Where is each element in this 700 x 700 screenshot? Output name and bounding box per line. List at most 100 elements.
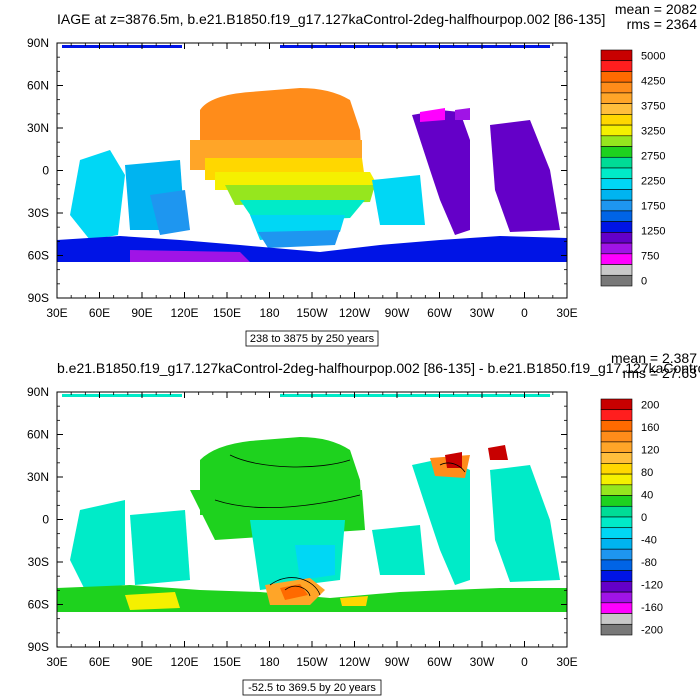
colorbar-label: 0 [641,512,647,524]
colorbar-label: 3250 [641,125,665,137]
panel-1-rms: rms = 2364 [627,16,698,32]
y-tick-label: 90S [28,291,49,305]
panel-1-mean: mean = 2082 [615,1,697,17]
x-tick-label: 30E [556,306,577,320]
panel-2-rms: rms = 27.63 [623,365,698,381]
y-tick-label: 60N [27,428,49,442]
y-tick-label: 60S [28,249,49,263]
colorbar-swatch [600,92,633,104]
colorbar-swatch [600,495,633,507]
y-tick-label: 0 [42,164,49,178]
panel-1-range-box [245,330,379,347]
x-tick-label: 0 [521,306,528,320]
colorbar-swatch [600,505,633,518]
x-tick-label: 120W [339,306,371,320]
colorbar-swatch [600,178,633,190]
colorbar-swatch [600,602,633,614]
colorbar-swatch [600,538,633,550]
colorbar-swatch [600,49,633,62]
x-tick-label: 60W [427,306,452,320]
x-tick-label: 180 [259,306,279,320]
panel-1-range-label: 238 to 3875 by 250 years [250,333,375,345]
panel-1-map [57,43,567,298]
x-tick-label: 90E [131,655,152,669]
x-tick-label: 30W [470,655,495,669]
colorbar-swatch [600,264,633,276]
colorbar-swatch [600,71,633,83]
colorbar-swatch [600,210,633,222]
colorbar-swatch [600,463,633,475]
colorbar-label: -80 [641,557,657,569]
x-tick-label: 60E [89,306,110,320]
colorbar-swatch [600,398,633,411]
colorbar-swatch [600,253,633,265]
x-tick-label: 90W [385,306,410,320]
x-tick-label: 150W [296,306,328,320]
colorbar-label: 40 [641,489,653,501]
x-tick-label: 150W [296,655,328,669]
colorbar-label: -160 [641,602,663,614]
x-tick-label: 30E [46,306,67,320]
colorbar-swatch [600,570,633,582]
colorbar-label: -200 [641,625,663,637]
colorbar-label: 3750 [641,100,665,112]
colorbar-label: 160 [641,422,659,434]
colorbar-label: -120 [641,580,663,592]
colorbar-swatch [600,452,633,464]
panel-2: b.e21.B1850.f19_g17.127kaControl-2deg-ha… [27,350,700,696]
x-tick-label: 150E [213,655,241,669]
colorbar-swatch [600,146,633,158]
y-tick-label: 30N [27,121,49,135]
y-tick-label: 30N [27,470,49,484]
colorbar-swatch [600,221,633,233]
panel-2-range-box [242,679,382,696]
x-tick-label: 30W [470,306,495,320]
panel-1-colorbar: 5000 4250 3750 3250 2750 2250 1750 1250 750 0 [600,49,665,288]
colorbar-label: -40 [641,535,657,547]
x-tick-label: 120E [170,306,198,320]
colorbar-swatch [600,232,633,244]
y-tick-label: 0 [42,513,49,527]
colorbar-swatch [600,242,633,255]
x-tick-label: 120E [170,655,198,669]
y-tick-label: 60S [28,598,49,612]
colorbar-label: 4250 [641,75,665,87]
colorbar-swatch [600,167,633,180]
panel-2-colorbar: 200 160 120 80 40 0 -40 -80 -120 -160 -200 [600,398,663,637]
colorbar-swatch [600,516,633,529]
colorbar-label: 1250 [641,226,665,238]
colorbar-swatch [600,274,633,287]
x-tick-label: 90E [131,306,152,320]
colorbar-swatch [600,114,633,126]
colorbar-label: 200 [641,399,659,411]
panel-2-mean: mean = 2.387 [611,350,697,366]
colorbar-swatch [600,420,633,432]
panel-2-map [57,392,567,647]
colorbar-label: 5000 [641,50,665,62]
x-tick-label: 30E [556,655,577,669]
x-tick-label: 60E [89,655,110,669]
x-tick-label: 180 [259,655,279,669]
colorbar-label: 120 [641,444,659,456]
colorbar-swatch [600,527,633,539]
colorbar-swatch [600,581,633,593]
colorbar-label: 2250 [641,176,665,188]
colorbar-swatch [600,430,633,443]
colorbar-swatch [600,473,633,486]
colorbar-swatch [600,189,633,201]
colorbar-swatch [600,156,633,169]
colorbar-swatch [600,409,633,421]
colorbar-label: 80 [641,467,653,479]
colorbar-label: 2750 [641,150,665,162]
colorbar-swatch [600,548,633,561]
panel-2-range-label: -52.5 to 369.5 by 20 years [248,682,376,694]
colorbar-swatch [600,81,633,94]
colorbar-swatch [600,135,633,147]
colorbar-swatch [600,199,633,212]
x-tick-label: 90W [385,655,410,669]
colorbar-swatch [600,441,633,453]
y-tick-label: 90N [27,36,49,50]
colorbar-swatch [600,60,633,72]
x-tick-label: 60W [427,655,452,669]
y-tick-label: 30S [28,555,49,569]
